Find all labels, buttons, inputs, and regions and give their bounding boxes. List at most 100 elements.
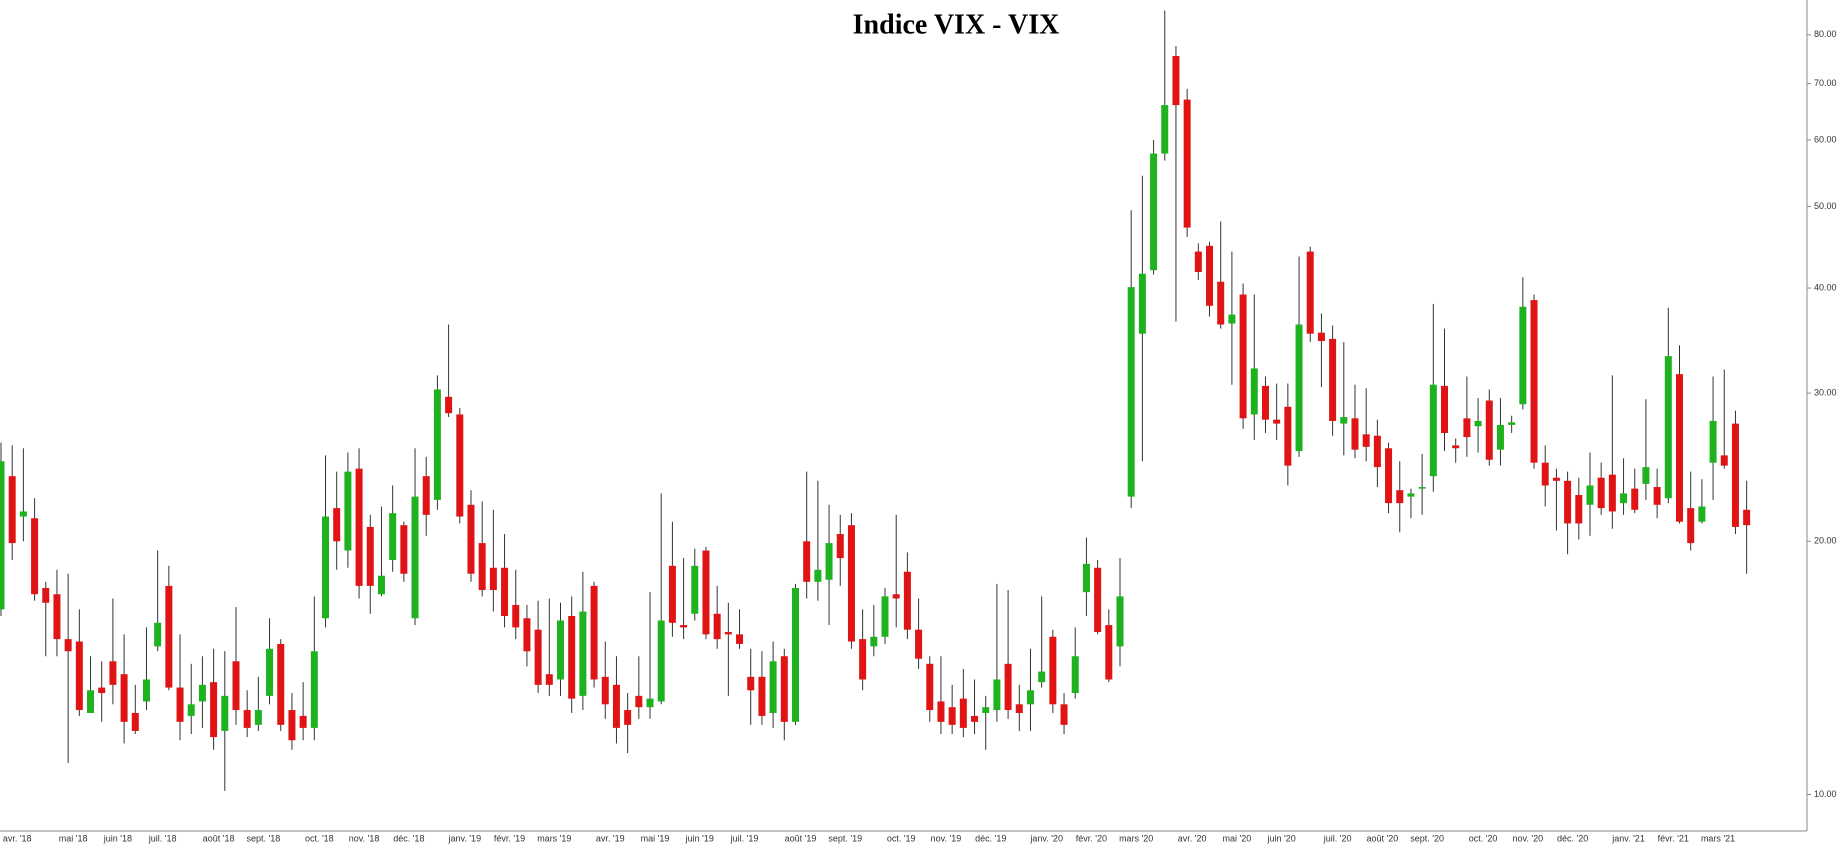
candle-body [937, 701, 945, 722]
x-tick-label: sept. '20 [1410, 833, 1444, 843]
candle-body [1082, 563, 1090, 593]
y-tick-label: 80.00 [1814, 29, 1837, 39]
candle-body [1194, 251, 1202, 272]
candle-body [176, 687, 184, 722]
candle-body [1463, 418, 1471, 438]
candle-body [1049, 636, 1057, 705]
candle-body [1183, 99, 1191, 228]
candle-body [187, 704, 195, 716]
candle-body [915, 629, 923, 659]
candle-body [1351, 418, 1359, 450]
candle-body [1385, 448, 1393, 504]
candle-body [277, 643, 285, 725]
candle-body [758, 676, 766, 716]
x-tick-label: oct. '19 [887, 833, 916, 843]
candle-body [557, 620, 564, 680]
candle-body [993, 679, 1001, 711]
candle-body [254, 710, 262, 725]
x-tick-label: juin '19 [685, 833, 714, 843]
candle-body [400, 525, 408, 574]
candle-body [1015, 704, 1023, 713]
candle-body [1161, 105, 1169, 154]
y-tick-label: 60.00 [1814, 134, 1837, 144]
candle-body [971, 715, 979, 722]
candle-body [1217, 281, 1225, 325]
candle-body [1474, 420, 1482, 427]
candle-body [501, 567, 509, 616]
candle-body [1284, 406, 1292, 466]
candle-body [355, 468, 363, 586]
candle-body [1564, 480, 1572, 524]
candle-body [310, 651, 318, 728]
candle-body [1575, 495, 1583, 524]
candle-body [0, 461, 5, 610]
x-tick-label: nov. '20 [1513, 833, 1544, 843]
candle-body [1418, 487, 1426, 489]
candle-body [1273, 419, 1281, 424]
candle-body [19, 511, 27, 517]
candle-body [870, 636, 878, 647]
candle-body [624, 710, 632, 725]
candle-body [1541, 462, 1549, 486]
candle-body [646, 698, 654, 708]
x-tick-label: juil. '20 [1323, 833, 1352, 843]
y-tick-label: 50.00 [1814, 201, 1837, 211]
candle-body [1720, 455, 1728, 466]
candle-body [1608, 474, 1616, 512]
candle-body [1071, 656, 1079, 694]
x-tick-label: févr. '19 [494, 833, 525, 843]
candle-body [1340, 417, 1348, 424]
candle-body [1743, 509, 1751, 526]
candle-body [1239, 294, 1247, 419]
candle-body [1094, 567, 1102, 633]
candle-body [1250, 368, 1258, 415]
candle-body [299, 715, 307, 728]
candle-body [1150, 153, 1158, 271]
candle-body [445, 396, 453, 414]
candle-body [366, 526, 374, 586]
candle-body [1429, 384, 1437, 477]
candle-body [1597, 477, 1605, 509]
x-tick-label: nov. '19 [931, 833, 962, 843]
candle-body [1004, 663, 1012, 711]
candle-body [881, 596, 889, 637]
x-tick-label: déc. '20 [1557, 833, 1588, 843]
candle-body [1206, 245, 1214, 306]
candle-body [1441, 385, 1449, 433]
candle-body [1485, 400, 1493, 460]
candle-body [825, 543, 833, 580]
candle-body [87, 690, 95, 713]
candle-body [165, 585, 173, 688]
x-tick-label: août '18 [203, 833, 235, 843]
candle-body [1508, 422, 1516, 425]
candle-body [590, 585, 598, 680]
candle-body [780, 656, 788, 722]
candle-body [243, 710, 251, 728]
x-tick-label: août '20 [1366, 833, 1398, 843]
x-tick-label: janv. '20 [1029, 833, 1063, 843]
x-tick-label: févr. '21 [1658, 833, 1689, 843]
candle-body [266, 648, 274, 696]
chart-title: Indice VIX - VIX [853, 9, 1060, 40]
x-tick-label: sept. '19 [828, 833, 862, 843]
candle-body [467, 504, 475, 574]
candle-body [601, 676, 609, 705]
candle-body [892, 594, 900, 599]
candle-body [1496, 424, 1504, 450]
candle-body [478, 543, 486, 591]
candle-body [1317, 332, 1325, 342]
candle-body [545, 674, 553, 685]
candle-body [1530, 300, 1538, 463]
candle-body [1519, 306, 1527, 405]
candle-body [221, 695, 229, 731]
candle-body [680, 625, 688, 628]
candle-body [903, 571, 911, 630]
candle-body [836, 534, 844, 559]
candle-body [344, 471, 352, 551]
candle-body [1620, 493, 1628, 504]
x-tick-label: juin '20 [1267, 833, 1296, 843]
candle-body [713, 613, 721, 640]
x-tick-label: mai '18 [59, 833, 88, 843]
candle-body [1228, 314, 1236, 324]
x-tick-label: oct. '18 [305, 833, 334, 843]
